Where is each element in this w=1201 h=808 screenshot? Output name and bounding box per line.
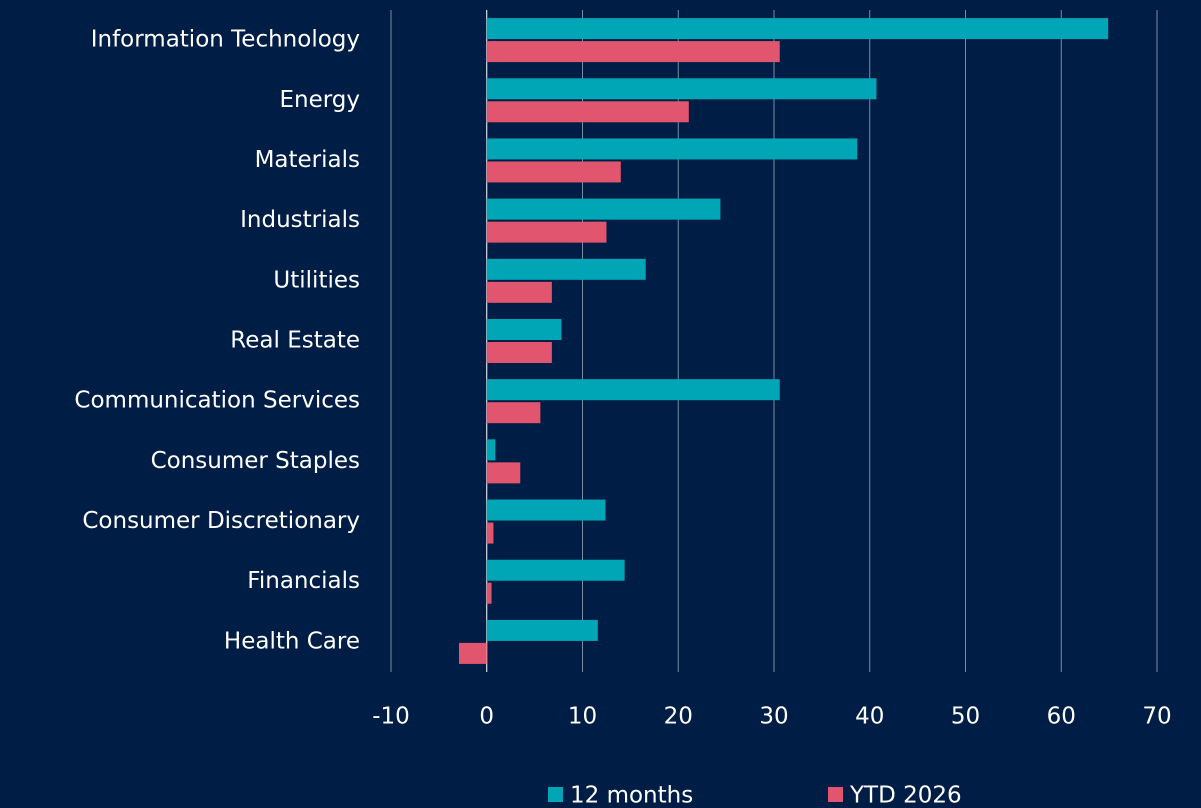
legend-swatch [548, 787, 563, 802]
y-tick-label: Real Estate [230, 328, 360, 354]
bar [486, 161, 621, 183]
x-tick-label: 0 [479, 704, 494, 730]
bar [486, 221, 607, 243]
bar [486, 439, 496, 461]
x-tick-label: 20 [664, 704, 693, 730]
bar [486, 379, 780, 401]
bar [486, 281, 552, 303]
y-tick-label: Health Care [224, 628, 360, 654]
bar [486, 319, 562, 340]
bar [486, 402, 541, 424]
bar [486, 522, 494, 544]
bar [486, 559, 625, 581]
y-tick-label: Consumer Discretionary [82, 508, 360, 534]
x-tick-label: 70 [1142, 704, 1171, 730]
y-tick-label: Consumer Staples [151, 448, 360, 474]
bar [486, 41, 780, 63]
bar [486, 582, 492, 604]
bar [486, 198, 721, 220]
y-tick-label: Industrials [240, 207, 360, 233]
bar [486, 258, 646, 280]
y-tick-label: Materials [255, 147, 360, 173]
y-tick-label: Communication Services [74, 388, 360, 414]
bar [486, 138, 858, 160]
bar [486, 101, 689, 123]
y-tick-label: Information Technology [91, 27, 360, 53]
bar [486, 78, 877, 100]
x-tick-label: 10 [568, 704, 597, 730]
y-tick-label: Energy [279, 87, 360, 113]
bar [458, 642, 487, 664]
bar [486, 499, 606, 521]
x-tick-label: -10 [372, 704, 410, 730]
legend-swatch [828, 787, 843, 802]
x-tick-label: 60 [1047, 704, 1076, 730]
legend-label: YTD 2026 [849, 783, 962, 808]
x-tick-label: 50 [951, 704, 980, 730]
y-tick-label: Utilities [273, 267, 360, 293]
x-tick-label: 40 [855, 704, 884, 730]
bar [486, 619, 598, 641]
legend-label: 12 months [570, 783, 693, 808]
bar [486, 18, 1109, 40]
x-tick-label: 30 [759, 704, 788, 730]
bar [486, 462, 521, 484]
bar [486, 342, 552, 363]
y-tick-label: Financials [247, 568, 360, 594]
